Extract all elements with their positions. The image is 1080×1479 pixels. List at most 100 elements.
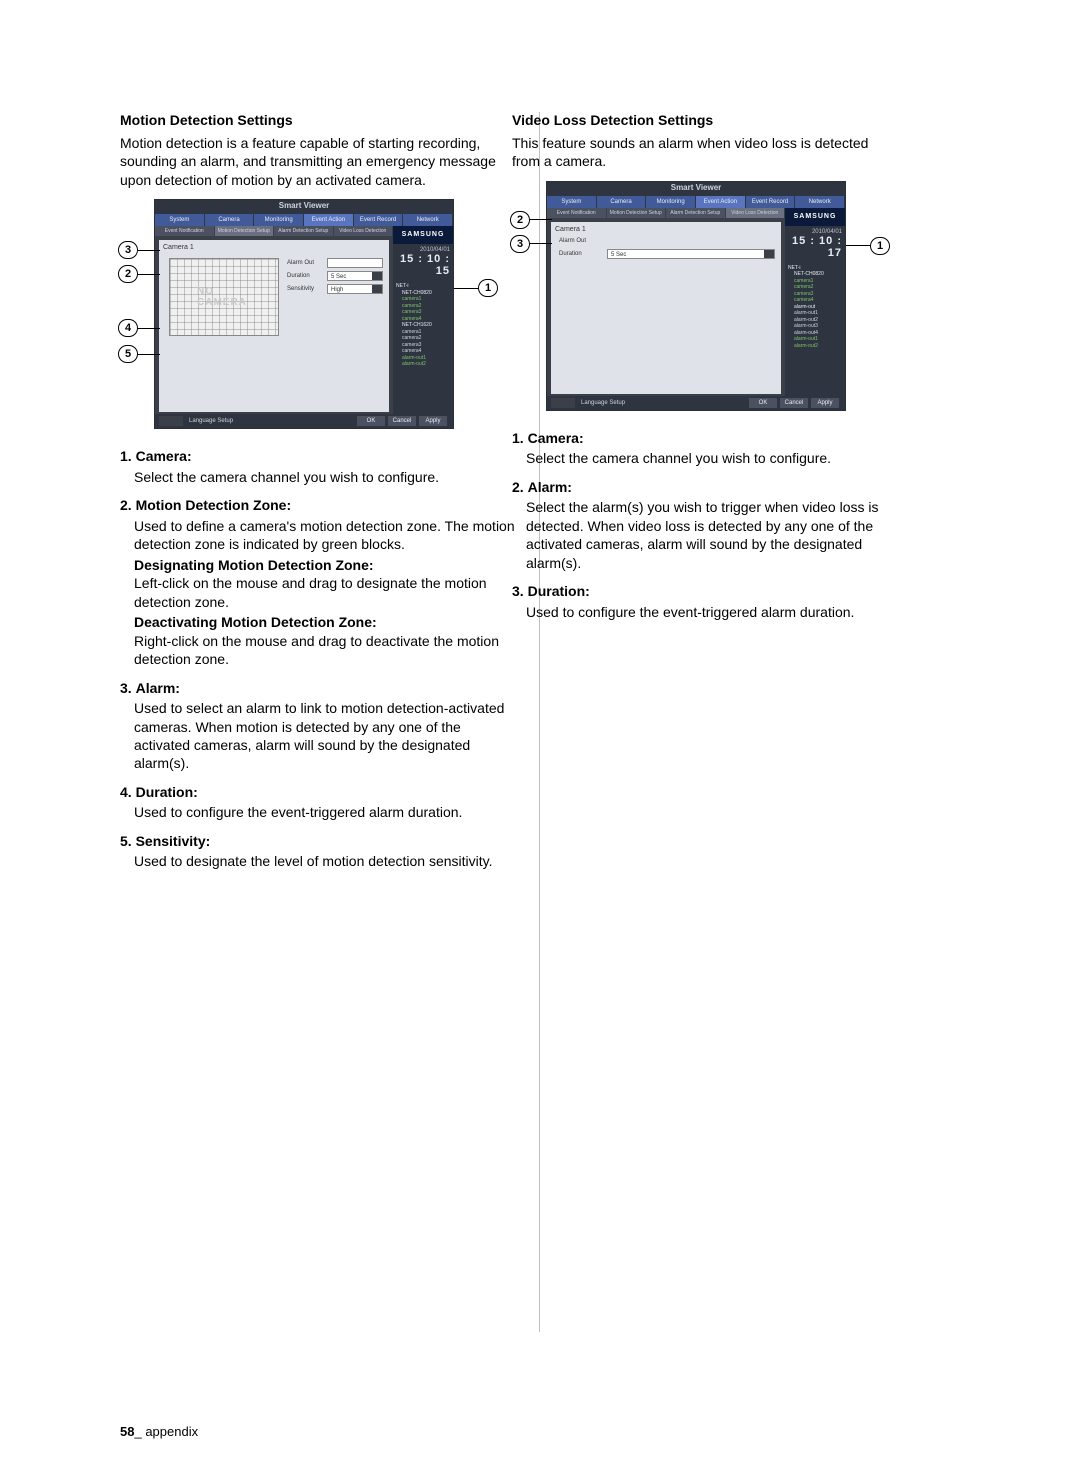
item-number: 2. (120, 497, 132, 513)
app-title: Smart Viewer (279, 201, 330, 210)
top-nav[interactable]: System Camera Monitoring Event Action Ev… (547, 196, 845, 208)
clock: 2010/04/01 15 : 10 : 17 (785, 226, 845, 262)
tab-event-action[interactable]: Event Action (304, 214, 354, 226)
settings-body: Camera 1 NO CAMERA Alarm Out Duration5 S… (159, 240, 389, 412)
tab-system[interactable]: System (547, 196, 597, 208)
item-label: Alarm: (528, 479, 572, 495)
callout-3: 3 (118, 241, 160, 259)
controls: Alarm Out Duration5 Sec SensitivityHigh (287, 258, 383, 297)
time-text: 15 : 10 : 15 (396, 253, 450, 277)
tab-monitoring[interactable]: Monitoring (254, 214, 304, 226)
device-tree[interactable]: NET-i NET-CH0820 camera1 camera2 camera3… (393, 280, 453, 371)
item-label: Motion Detection Zone: (136, 497, 292, 513)
item-label: Duration: (136, 784, 198, 800)
preview-text: NO CAMERA (197, 286, 251, 308)
footer-logo-icon (551, 398, 575, 408)
subtab-motion-detection[interactable]: Motion Detection Setup (215, 226, 275, 236)
window-titlebar: Smart Viewer (547, 182, 845, 196)
callout-lead (138, 354, 160, 355)
callout-bubble: 4 (118, 319, 138, 337)
sub-nav[interactable]: Event Notification Motion Detection Setu… (547, 208, 785, 218)
callout-lead (138, 328, 160, 329)
tree-root[interactable]: NET-i (788, 265, 801, 271)
sub-label: Deactivating Motion Detection Zone: (134, 614, 377, 630)
tab-event-action[interactable]: Event Action (696, 196, 746, 208)
item-label: Duration: (528, 583, 590, 599)
list-item: 1. Camera: Select the camera channel you… (512, 429, 898, 468)
subtab-event-notification[interactable]: Event Notification (547, 208, 607, 218)
tab-network[interactable]: Network (403, 214, 453, 226)
tab-monitoring[interactable]: Monitoring (646, 196, 696, 208)
item-label: Camera: (136, 448, 192, 464)
settings-body: Camera 1 Alarm Out Duration5 Sec (551, 222, 781, 394)
item-label: Alarm: (136, 680, 180, 696)
tab-system[interactable]: System (155, 214, 205, 226)
subtab-event-notification[interactable]: Event Notification (155, 226, 215, 236)
sub-body: Right-click on the mouse and drag to dea… (134, 633, 499, 667)
sensitivity-select[interactable]: High (327, 284, 383, 294)
duration-select[interactable]: 5 Sec (327, 271, 383, 281)
callout-bubble: 1 (870, 237, 890, 255)
list-item: 4. Duration: Used to configure the event… (120, 783, 515, 822)
tab-camera[interactable]: Camera (597, 196, 647, 208)
app-title: Smart Viewer (671, 183, 722, 192)
chevron-down-icon[interactable] (372, 285, 382, 293)
callout-bubble: 2 (118, 265, 138, 283)
numbered-list: 1. Camera: Select the camera channel you… (512, 429, 898, 621)
callout-1: 1 (846, 237, 890, 255)
list-item: 2. Alarm: Select the alarm(s) you wish t… (512, 478, 898, 572)
tree-item[interactable]: alarm-out2 (396, 361, 450, 368)
item-number: 3. (120, 680, 132, 696)
screenshot-video-loss: Smart Viewer System Camera Monitoring Ev… (512, 181, 898, 411)
control-label: Alarm Out (287, 260, 327, 266)
brand-logo: SAMSUNG (785, 208, 845, 226)
cancel-button[interactable]: Cancel (780, 398, 808, 408)
alarm-out-value (607, 236, 775, 246)
cancel-button[interactable]: Cancel (388, 416, 416, 426)
list-item: 3. Duration: Used to configure the event… (512, 582, 898, 621)
ok-button[interactable]: OK (357, 416, 385, 426)
callout-2: 2 (510, 211, 552, 229)
callout-lead (138, 250, 160, 251)
page-section: appendix (145, 1424, 198, 1439)
footer-label[interactable]: Language Setup (581, 400, 625, 406)
sub-nav[interactable]: Event Notification Motion Detection Setu… (155, 226, 393, 236)
list-item: 1. Camera: Select the camera channel you… (120, 447, 515, 486)
apply-button[interactable]: Apply (419, 416, 447, 426)
footer-label[interactable]: Language Setup (189, 418, 233, 424)
window-footer: Language Setup OK Cancel Apply (155, 414, 453, 428)
subtab-video-loss[interactable]: Video Loss Detection (334, 226, 394, 236)
chevron-down-icon[interactable] (764, 250, 774, 258)
subtab-motion-detection[interactable]: Motion Detection Setup (607, 208, 667, 218)
tree-root[interactable]: NET-i (396, 283, 409, 289)
device-tree[interactable]: NET-i NET-CH0820 camera1 camera2 camera3… (785, 262, 845, 353)
callout-bubble: 3 (118, 241, 138, 259)
tab-event-record[interactable]: Event Record (354, 214, 404, 226)
ok-button[interactable]: OK (749, 398, 777, 408)
app-window: Smart Viewer System Camera Monitoring Ev… (154, 199, 454, 429)
tab-network[interactable]: Network (795, 196, 845, 208)
duration-select[interactable]: 5 Sec (607, 249, 775, 259)
tab-event-record[interactable]: Event Record (746, 196, 796, 208)
subtab-video-loss[interactable]: Video Loss Detection (726, 208, 786, 218)
subtab-alarm-detection[interactable]: Alarm Detection Setup (274, 226, 334, 236)
chevron-down-icon[interactable] (372, 272, 382, 280)
list-item: 2. Motion Detection Zone: Used to define… (120, 496, 515, 668)
section-title-video-loss: Video Loss Detection Settings (512, 112, 898, 128)
camera-preview[interactable]: NO CAMERA (169, 258, 279, 336)
tab-camera[interactable]: Camera (205, 214, 255, 226)
subtab-alarm-detection[interactable]: Alarm Detection Setup (666, 208, 726, 218)
control-label: Sensitivity (287, 286, 327, 292)
value-text: 5 Sec (611, 252, 626, 258)
camera-label: Camera 1 (555, 226, 586, 233)
alarm-out-value[interactable] (327, 258, 383, 268)
time-text: 15 : 10 : 17 (788, 235, 842, 259)
tree-item[interactable]: alarm-out2 (788, 343, 842, 350)
control-label: Duration (559, 251, 607, 257)
item-number: 1. (120, 448, 132, 464)
apply-button[interactable]: Apply (811, 398, 839, 408)
brand-logo: SAMSUNG (393, 226, 453, 244)
top-nav[interactable]: System Camera Monitoring Event Action Ev… (155, 214, 453, 226)
right-sidebar: SAMSUNG 2010/04/01 15 : 10 : 15 NET-i NE… (393, 226, 453, 414)
item-body: Used to define a camera's motion detecti… (120, 517, 515, 554)
